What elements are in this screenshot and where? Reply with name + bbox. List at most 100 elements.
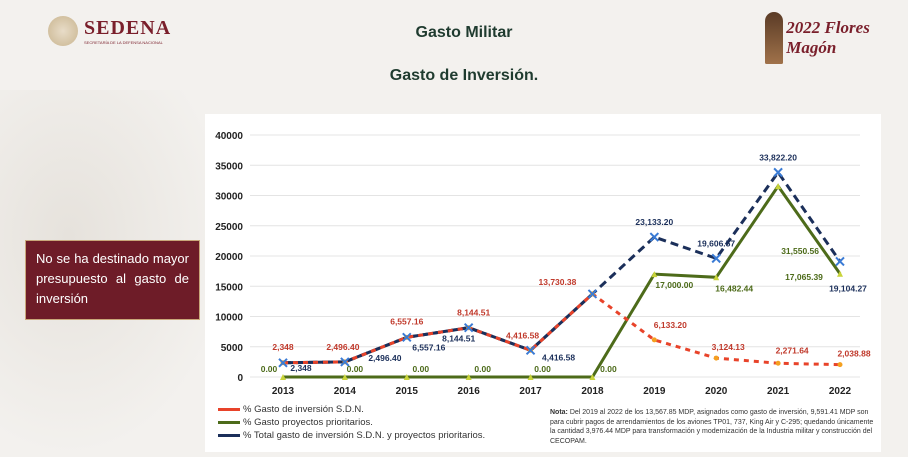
marker-total [340, 357, 350, 367]
data-label-inversion: 8,144.51 [457, 308, 490, 318]
marker-proyectos [775, 183, 782, 190]
x-tick-label: 2014 [334, 386, 357, 397]
chart-footnote: Nota: Del 2019 al 2022 de los 13,567.85 … [550, 408, 876, 446]
data-label-total: 8,144.51 [442, 334, 475, 344]
x-tick-label: 2019 [643, 386, 666, 397]
marker-total [835, 256, 845, 267]
y-tick-label: 40000 [215, 131, 243, 142]
marker-total [773, 167, 783, 178]
y-tick-label: 35000 [215, 161, 243, 172]
data-label-total: 6,557.16 [412, 342, 445, 352]
legend-swatch [218, 434, 240, 437]
data-label-total: 2,496.40 [368, 353, 401, 363]
data-label-inversion: 6,133.20 [654, 320, 687, 330]
marker-total [649, 232, 660, 242]
brand-subtitle: SECRETARÍA DE LA DEFENSA NACIONAL [84, 40, 163, 45]
data-label-proyectos: 0.00 [474, 364, 491, 374]
data-label-proyectos: 0.00 [534, 364, 551, 374]
legend-item: % Gasto de inversión S.D.N. [218, 403, 485, 416]
marker-total [711, 253, 721, 264]
legend-swatch [218, 408, 240, 411]
marker-proyectos [403, 374, 410, 380]
legend-item: % Total gasto de inversión S.D.N. y proy… [218, 429, 485, 442]
y-tick-label: 15000 [215, 282, 243, 293]
data-label-inversion: 13,730.38 [539, 277, 577, 287]
data-label-inversion: 3,124.13 [712, 342, 745, 352]
data-label-total: 2,348 [290, 363, 312, 373]
series-line-inversion [282, 291, 841, 367]
series-line-total [282, 169, 842, 365]
data-label-proyectos: 0.00 [261, 364, 278, 374]
marker-proyectos [651, 271, 658, 278]
data-label-proyectos: 31,550.56 [781, 246, 819, 256]
marker-inversion [651, 337, 657, 343]
data-label-proyectos: 0.00 [413, 364, 430, 374]
data-label-total: 4,416.58 [542, 352, 575, 362]
page-title: Gasto Militar [415, 24, 513, 41]
coat-of-arms-icon [48, 16, 78, 46]
legend-label: % Total gasto de inversión S.D.N. y proy… [243, 430, 486, 441]
y-tick-label: 10000 [215, 313, 243, 324]
marker-proyectos [465, 374, 472, 380]
data-label-inversion: 2,348 [272, 342, 294, 352]
marker-proyectos [341, 374, 348, 380]
footnote-prefix: Nota: [550, 409, 568, 416]
marker-total [402, 332, 412, 343]
data-label-proyectos: 16,482.44 [715, 283, 753, 293]
data-label-inversion: 2,496.40 [326, 342, 359, 352]
data-label-total: 23,133.20 [635, 217, 673, 227]
chart-legend: % Gasto de inversión S.D.N. % Gasto proy… [218, 403, 485, 442]
y-tick-label: 30000 [215, 192, 243, 203]
x-tick-label: 2018 [581, 386, 604, 397]
x-tick-label: 2015 [396, 386, 419, 397]
marker-total [587, 289, 598, 299]
legend-swatch [218, 421, 240, 424]
marker-total [463, 323, 474, 333]
x-tick-label: 2017 [519, 386, 542, 397]
marker-inversion [775, 360, 781, 366]
legend-label: % Gasto de inversión S.D.N. [243, 404, 364, 415]
sedena-logo: SEDENA SECRETARÍA DE LA DEFENSA NACIONAL [48, 16, 171, 46]
data-label-proyectos: 0.00 [600, 364, 617, 374]
marker-inversion [837, 362, 843, 368]
marker-proyectos [837, 270, 843, 277]
x-tick-label: 2020 [705, 386, 728, 397]
data-label-inversion: 6,557.16 [390, 316, 423, 326]
series-line-proyectos [283, 183, 842, 379]
y-tick-label: 25000 [215, 222, 243, 233]
page-subtitle: Gasto de Inversión. [389, 67, 539, 84]
year-logo: 2022 Flores Magón [765, 12, 870, 64]
marker-total [278, 358, 288, 368]
y-tick-label: 5000 [221, 343, 244, 354]
side-note: No se ha destinado mayor presupuesto al … [25, 240, 200, 320]
data-label-proyectos: 17,000.00 [655, 280, 693, 290]
x-tick-label: 2013 [272, 386, 295, 397]
x-tick-label: 2022 [829, 386, 852, 397]
portrait-icon [765, 12, 784, 64]
data-label-inversion: 4,416.58 [506, 330, 539, 340]
data-label-inversion: 2,038.88 [837, 349, 870, 359]
marker-proyectos [589, 374, 596, 380]
legend-label: % Gasto proyectos prioritarios. [243, 417, 373, 428]
legend-item: % Gasto proyectos prioritarios. [218, 416, 485, 429]
marker-proyectos [713, 274, 720, 281]
marker-total [525, 345, 536, 355]
marker-proyectos [280, 374, 286, 380]
year-logo-text: 2022 Flores Magón [786, 18, 870, 57]
y-tick-label: 0 [237, 373, 243, 384]
x-tick-label: 2021 [767, 386, 790, 397]
chart-card [205, 114, 881, 452]
data-label-proyectos: 17,065.39 [785, 272, 823, 282]
data-label-inversion: 2,271.64 [776, 345, 809, 355]
brand-name: SEDENA [84, 17, 172, 39]
data-label-total: 33,822.20 [759, 152, 797, 162]
data-label-total: 19,104.27 [829, 283, 867, 293]
y-tick-label: 20000 [215, 252, 243, 263]
data-label-proyectos: 0.00 [347, 364, 364, 374]
x-tick-label: 2016 [458, 386, 481, 397]
marker-proyectos [527, 374, 534, 380]
footnote-text: Del 2019 al 2022 de los 13,567.85 MDP, a… [550, 409, 874, 445]
data-label-total: 19,606.57 [697, 238, 735, 248]
marker-inversion [713, 355, 719, 361]
